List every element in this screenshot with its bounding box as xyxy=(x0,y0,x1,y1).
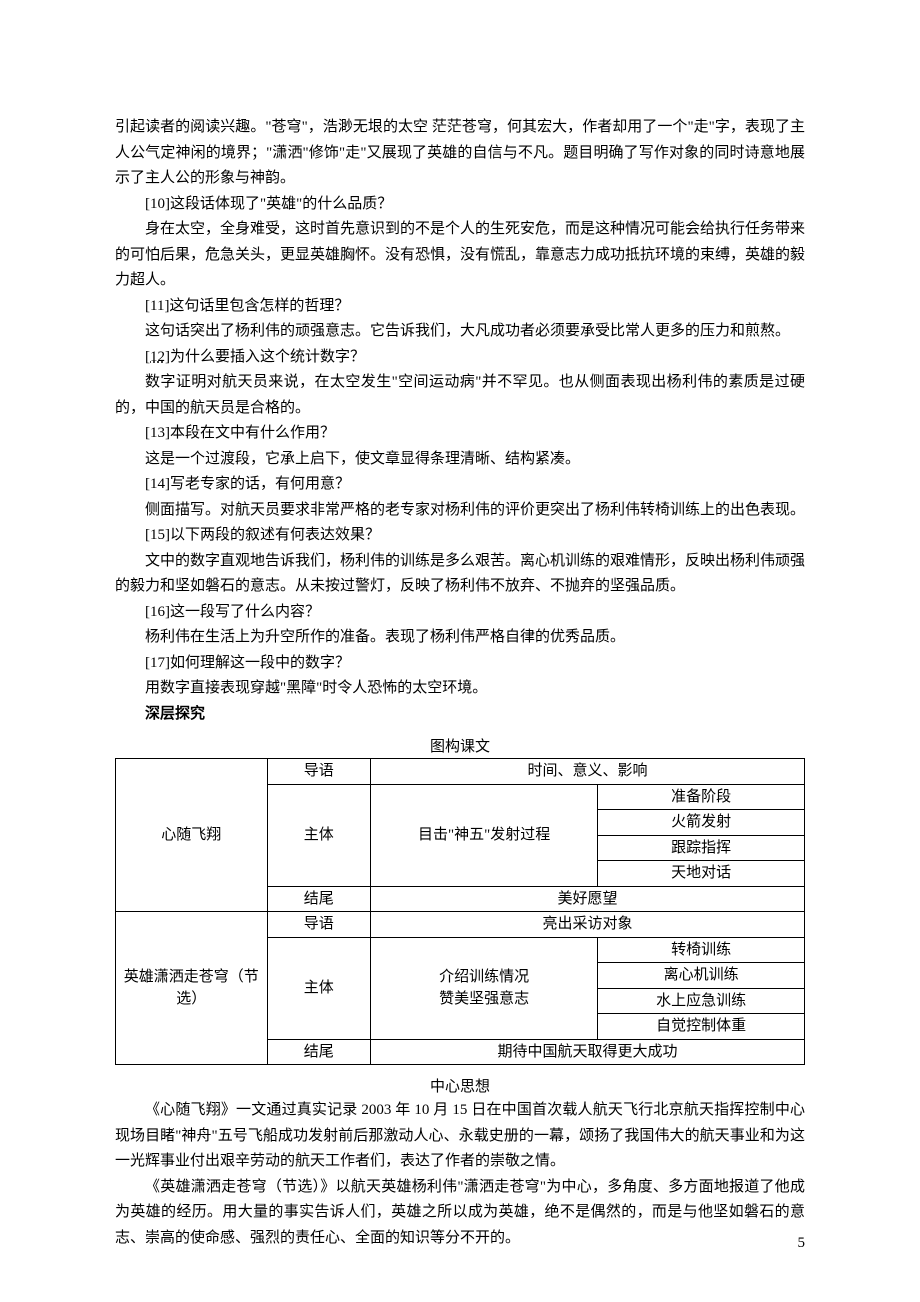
structure-table: 心随飞翔 导语 时间、意义、影响 主体 目击"神五"发射过程 准备阶段 火箭发射… xyxy=(115,758,805,1065)
cell-shijian: 时间、意义、影响 xyxy=(370,759,804,785)
central-p2: 《英雄潇洒走苍穹（节选）》以航天英雄杨利伟"潇洒走苍穹"为中心，多角度、多方面地… xyxy=(115,1175,805,1252)
answer-12: 数字证明对航天员来说，在太空发生"空间运动病"并不罕见。也从侧面表现出杨利伟的素… xyxy=(115,370,805,421)
cell-daoyu2: 导语 xyxy=(267,912,370,938)
cell-daoyu1: 导语 xyxy=(267,759,370,785)
cell-qidai: 期待中国航天取得更大成功 xyxy=(370,1039,804,1065)
table-title: 图构课文 xyxy=(115,735,805,756)
cell-liangchu: 亮出采访对象 xyxy=(370,912,804,938)
answer-16: 杨利伟在生活上为升空所作的准备。表现了杨利伟严格自律的优秀品质。 xyxy=(115,625,805,651)
answer-14: 侧面描写。对航天员要求非常严格的老专家对杨利伟的评价更突出了杨利伟转椅训练上的出… xyxy=(115,498,805,524)
question-17: [17]如何理解这一段中的数字？ xyxy=(115,651,805,677)
question-14: [14]写老专家的话，有何用意？ xyxy=(115,472,805,498)
cell-meihao: 美好愿望 xyxy=(370,886,804,912)
cell-yingxiong: 英雄潇洒走苍穹（节选） xyxy=(116,912,268,1065)
question-13: [13]本段在文中有什么作用？ xyxy=(115,421,805,447)
answer-10: 身在太空，全身难受，这时首先意识到的不是个人的生死安危，而是这种情况可能会给执行… xyxy=(115,217,805,294)
page-number: 5 xyxy=(798,1235,806,1252)
cell-zhuti1: 主体 xyxy=(267,784,370,886)
question-12: [12]为什么要插入这个统计数字？ xyxy=(115,345,805,371)
cell-zhuti2: 主体 xyxy=(267,937,370,1039)
question-11: [11]这句话里包含怎样的哲理？ xyxy=(115,294,805,320)
cell-jieshao: 介绍训练情况 赞美坚强意志 xyxy=(370,937,597,1039)
cell-jiewei2: 结尾 xyxy=(267,1039,370,1065)
answer-11: 这句话突出了杨利伟的顽强意志。它告诉我们，大凡成功者必须要承受比常人更多的压力和… xyxy=(115,319,805,345)
cell-huojian: 火箭发射 xyxy=(598,810,805,836)
cell-muji: 目击"神五"发射过程 xyxy=(370,784,597,886)
q12-prefix: [12] xyxy=(145,349,170,365)
central-p1: 《心随飞翔》一文通过真实记录 2003 年 10 月 15 日在中国首次载人航天… xyxy=(115,1098,805,1175)
cell-tiandi: 天地对话 xyxy=(598,861,805,887)
cell-lixin: 离心机训练 xyxy=(598,963,805,989)
central-title: 中心思想 xyxy=(115,1075,805,1096)
question-10: [10]这段话体现了"英雄"的什么品质？ xyxy=(115,192,805,218)
deep-heading: 深层探究 xyxy=(115,702,805,728)
cell-xin: 心随飞翔 xyxy=(116,759,268,912)
cell-genzong: 跟踪指挥 xyxy=(598,835,805,861)
para-intro: 引起读者的阅读兴趣。"苍穹"，浩渺无垠的太空 茫茫苍穹，何其宏大，作者却用了一个… xyxy=(115,115,805,192)
question-16: [16]这一段写了什么内容？ xyxy=(115,600,805,626)
answer-15: 文中的数字直观地告诉我们，杨利伟的训练是多么艰苦。离心机训练的艰难情形，反映出杨… xyxy=(115,549,805,600)
answer-17: 用数字直接表现穿越"黑障"时令人恐怖的太空环境。 xyxy=(115,676,805,702)
answer-13: 这是一个过渡段，它承上启下，使文章显得条理清晰、结构紧凑。 xyxy=(115,447,805,473)
cell-zhunbei: 准备阶段 xyxy=(598,784,805,810)
cell-jiewei1: 结尾 xyxy=(267,886,370,912)
q12-text: 为什么要插入这个统计数字？ xyxy=(170,349,365,365)
cell-shuishang: 水上应急训练 xyxy=(598,988,805,1014)
question-15: [15]以下两段的叙述有何表达效果？ xyxy=(115,523,805,549)
cell-zijue: 自觉控制体重 xyxy=(598,1014,805,1040)
cell-zhuanyi: 转椅训练 xyxy=(598,937,805,963)
